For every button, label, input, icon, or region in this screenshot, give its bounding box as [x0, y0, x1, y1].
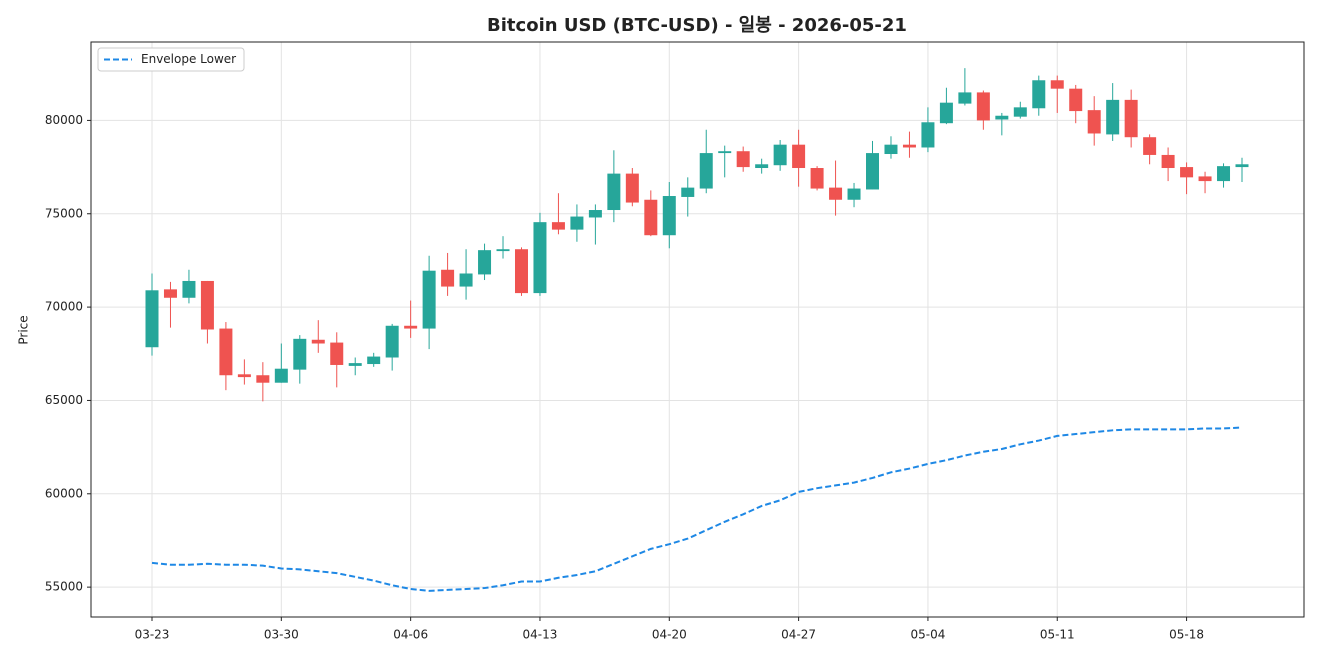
legend: Envelope Lower [97, 47, 245, 72]
candle-body [1050, 80, 1064, 89]
x-tick-label: 04-27 [781, 628, 816, 642]
x-tick-label: 05-11 [1040, 628, 1075, 642]
candle-body [1032, 80, 1046, 109]
candle-body [829, 187, 843, 200]
candle-body [884, 144, 898, 155]
y-tick-label: 60000 [45, 486, 83, 500]
y-axis-label: Price [17, 315, 31, 344]
candle-body [200, 280, 214, 330]
candle-body [570, 216, 584, 230]
candle-body [718, 151, 732, 154]
candle-body [422, 270, 436, 329]
y-tick-label: 65000 [45, 393, 83, 407]
candle-body [163, 289, 177, 298]
candle-body [847, 188, 861, 200]
candle-body [330, 342, 344, 365]
grid: 55000 60000 65000 70000 75000 80000 03-23 03-30… [45, 42, 1304, 642]
candle-body [404, 325, 418, 329]
candle-body [995, 115, 1009, 120]
candle-body [256, 375, 270, 383]
candle-body [1235, 164, 1249, 168]
candle-body [459, 273, 473, 287]
candle-body [1124, 99, 1138, 138]
candle-body [958, 92, 972, 104]
candle-body [1087, 110, 1101, 134]
candle-body [514, 249, 528, 294]
candle-body [441, 269, 455, 287]
candle-body [866, 153, 880, 190]
legend-label: Envelope Lower [141, 52, 236, 66]
plot-marks [145, 68, 1249, 592]
candle-body [385, 325, 399, 358]
chart-title: Bitcoin USD (BTC-USD) - 일봉 - 2026-05-21 [487, 15, 907, 36]
candle-body [662, 196, 676, 236]
candle-body [219, 328, 233, 376]
candle-body [921, 122, 935, 148]
candle-body [1161, 154, 1175, 169]
candle-body [367, 356, 381, 365]
candle-body [755, 164, 769, 169]
candle-body [311, 339, 325, 344]
candle-body [902, 144, 916, 148]
x-tick-label: 05-04 [910, 628, 945, 642]
legend-box [97, 47, 245, 72]
x-tick-label: 05-18 [1169, 628, 1204, 642]
x-tick-label: 04-20 [652, 628, 687, 642]
candle-body [182, 280, 196, 298]
candle-body [237, 374, 251, 378]
candle-body [1013, 107, 1027, 117]
candle-body [810, 168, 824, 189]
y-tick-label: 80000 [45, 113, 83, 127]
candle-body [496, 249, 510, 252]
candle-body [773, 144, 787, 166]
candle-body [1143, 137, 1157, 155]
candle-body [976, 92, 990, 121]
envelope-line [151, 426, 1243, 592]
candle-body [274, 368, 288, 383]
plot-frame [90, 41, 1305, 618]
candle-body [533, 222, 547, 294]
y-tick-label: 75000 [45, 206, 83, 220]
candle-body [588, 210, 602, 218]
x-tick-label: 04-13 [523, 628, 558, 642]
candle-body [1217, 166, 1231, 182]
candle-body [1106, 99, 1120, 135]
y-tick-label: 55000 [45, 580, 83, 594]
candle-body [792, 144, 806, 169]
candle-body [607, 173, 621, 211]
candle-body [1198, 176, 1212, 182]
candle-body [644, 199, 658, 236]
candle-body [478, 250, 492, 275]
x-tick-label: 04-06 [393, 628, 428, 642]
candle-body [1069, 88, 1083, 112]
candle-body [293, 338, 307, 370]
candle-body [348, 363, 362, 366]
x-tick-label: 03-23 [135, 628, 170, 642]
y-tick-label: 70000 [45, 300, 83, 314]
candle-body [551, 222, 565, 230]
candle-body [736, 151, 750, 168]
x-tick-label: 03-30 [264, 628, 299, 642]
candle-body [939, 102, 953, 124]
candle-body [145, 290, 159, 348]
candle-body [625, 173, 639, 203]
candle-body [699, 153, 713, 189]
candle-body [681, 187, 695, 197]
candle-body [1180, 167, 1194, 178]
